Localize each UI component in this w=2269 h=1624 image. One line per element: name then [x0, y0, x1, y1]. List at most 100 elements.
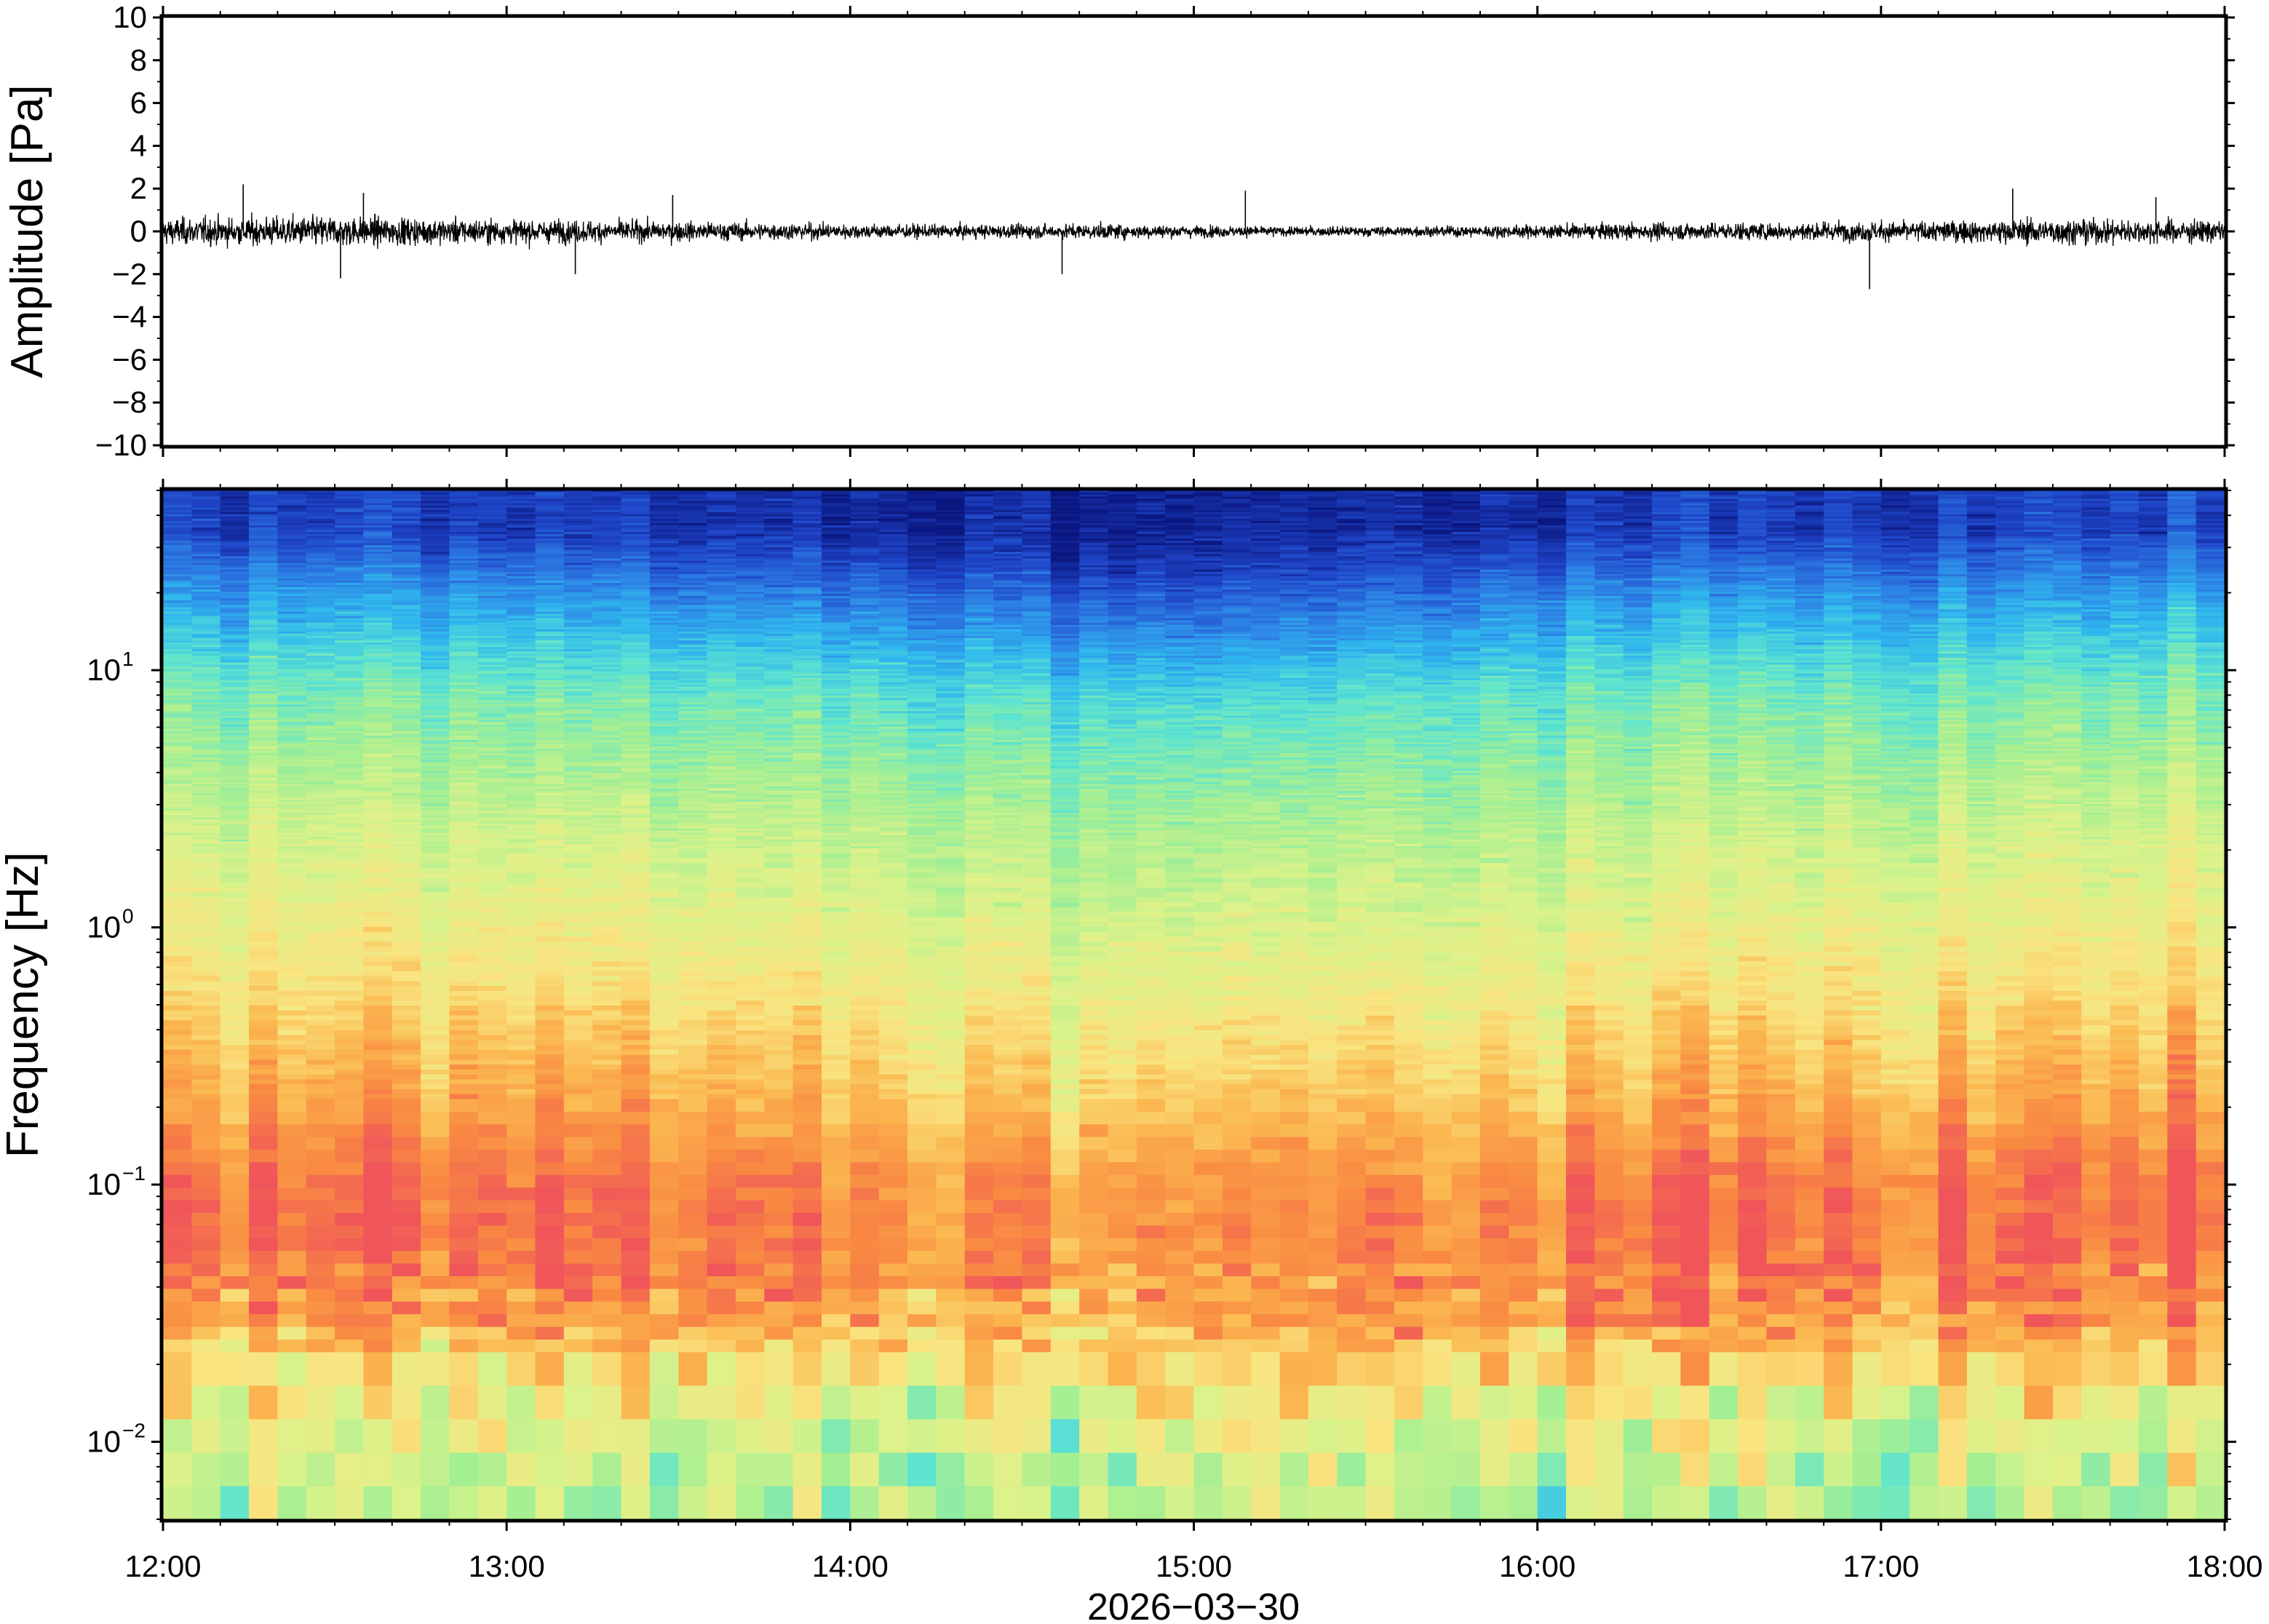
spectrogram-cell [306, 808, 335, 811]
spectrogram-cell [306, 693, 335, 696]
spectrogram-cell [506, 509, 536, 512]
spectrogram-cell [421, 891, 450, 898]
spectrogram-cell [335, 715, 365, 718]
spectrogram-cell [449, 580, 479, 584]
spectrogram-cell [335, 1485, 365, 1519]
spectrogram-cell [335, 748, 365, 752]
spectrogram-cell [191, 1149, 221, 1163]
spectrogram-cell [191, 1030, 221, 1035]
spectrogram-cell [306, 1174, 335, 1188]
spectrogram-cell [678, 586, 708, 590]
spectrogram-cell [592, 1044, 622, 1050]
spectrogram-cell [306, 744, 335, 747]
spectrogram-cell [563, 759, 594, 763]
spectrogram-cell [449, 776, 479, 780]
spectrogram-cell [363, 615, 393, 618]
spectrogram-cell [563, 1149, 594, 1163]
spectrogram-cell [191, 805, 221, 809]
spectrogram-cell [249, 690, 279, 694]
spectrogram-cell [191, 882, 221, 888]
spectrogram-cell [592, 664, 622, 667]
spectrogram-cell [649, 589, 680, 592]
spectrogram-cell [535, 1418, 565, 1453]
spectrogram-cell [563, 1262, 594, 1277]
spectrogram-cell [735, 1385, 766, 1420]
spectrogram-cell [707, 1149, 736, 1163]
spectrogram-cell [421, 1030, 450, 1035]
spectrogram-cell [220, 785, 250, 789]
spectrogram-cell [392, 648, 421, 652]
spectrogram-cell [306, 1039, 335, 1046]
spectrogram-cell [678, 490, 708, 493]
spectrogram-cell [163, 840, 193, 844]
spectrogram-cell [363, 843, 393, 846]
spectrogram-cell [621, 770, 651, 773]
spectrogram-cell [449, 1187, 479, 1201]
spectrogram-cell [621, 693, 651, 696]
spectrogram-cell [707, 573, 736, 576]
spectrogram-cell [563, 701, 594, 705]
spectrogram-cell [191, 637, 221, 641]
spectrogram-cell [678, 1054, 708, 1060]
spectrogram-cell [220, 591, 250, 594]
spectrogram-cell [563, 1452, 594, 1486]
spectrogram-cell [277, 666, 307, 669]
spectrogram-cell [477, 682, 507, 685]
spectrogram-cell [249, 522, 279, 525]
spectrogram-cell [649, 990, 680, 996]
spectrogram-cell [621, 763, 651, 767]
spectrogram-cell [277, 1301, 307, 1315]
spectrogram-cell [249, 862, 279, 868]
spectrogram-cell [563, 821, 594, 824]
spectrogram-cell [449, 540, 479, 544]
spectrogram-cell [163, 765, 193, 769]
spectrogram-cell [220, 637, 250, 641]
spectrogram-cell [220, 619, 250, 623]
spectrogram-cell [163, 845, 193, 848]
spectrogram-cell [449, 1000, 479, 1006]
spectrogram-cell [649, 1313, 680, 1327]
spectrogram-cell [678, 812, 708, 816]
spectrogram-cell [220, 584, 250, 588]
spectrogram-cell [477, 755, 507, 758]
spectrogram-cell [363, 1288, 393, 1302]
spectrogram-cell [592, 677, 622, 680]
spectrogram-cell [477, 1019, 507, 1026]
spectrogram-cell [707, 816, 736, 820]
spectrogram-cell [306, 540, 335, 544]
spectrogram-cell [277, 648, 307, 652]
spectrogram-cell [535, 564, 565, 568]
spectrogram-cell [592, 1250, 622, 1264]
spectrogram-cell [592, 845, 622, 848]
spectrogram-cell [477, 586, 507, 590]
spectrogram-cell [621, 789, 651, 793]
spectrogram-cell [191, 653, 221, 656]
spectrogram-cell [363, 916, 393, 923]
spectrogram-cell [363, 1083, 393, 1089]
spectrogram-cell [592, 635, 622, 639]
spectrogram-cell [535, 750, 565, 754]
spectrogram-cell [592, 843, 622, 846]
spectrogram-cell [592, 686, 622, 689]
spectrogram-cell [363, 1452, 393, 1486]
spectrogram-cell [191, 626, 221, 629]
spectrogram-cell [249, 759, 279, 763]
spectrogram-cell [506, 776, 536, 780]
spectrogram-cell [592, 827, 622, 831]
spectrogram-cell [649, 571, 680, 574]
spectrogram-cell [535, 1238, 565, 1251]
spectrogram-cell [735, 1161, 766, 1175]
spectrogram-cell [477, 610, 507, 614]
spectrogram-cell [477, 536, 507, 539]
spectrogram-cell [335, 666, 365, 669]
spectrogram-cell [363, 960, 393, 967]
spectrogram-cell [649, 650, 680, 654]
spectrogram-cell [735, 1238, 766, 1251]
spectrogram-cell [335, 564, 365, 568]
spectrogram-cell [477, 1039, 507, 1046]
spectrogram-cell [220, 1174, 250, 1188]
spectrogram-cell [535, 697, 565, 701]
spectrogram-cell [249, 536, 279, 539]
spectrogram-cell [163, 772, 193, 776]
spectrogram-cell [592, 1083, 622, 1089]
